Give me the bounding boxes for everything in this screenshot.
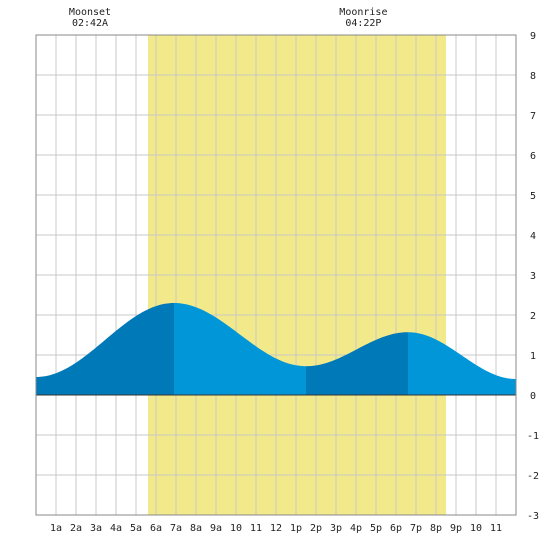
moonrise-label: Moonrise 04:22P [323,7,403,29]
x-tick-label: 9a [210,523,222,534]
x-tick-label: 10 [470,523,482,534]
x-tick-label: 3a [90,523,102,534]
plot-frame [35,34,517,516]
moonset-label: Moonset 02:42A [50,7,130,29]
y-tick-label: 7 [530,111,536,122]
moonset-time: 02:42A [71,18,109,29]
y-tick-label: -3 [527,511,539,522]
y-tick-label: 8 [530,71,536,82]
x-tick-label: 1p [290,523,302,534]
tide-area-falling [174,303,306,395]
x-tick-label: 6a [150,523,162,534]
x-tick-label: 4p [350,523,362,534]
x-tick-label: 7p [410,523,422,534]
x-tick-label: 5a [130,523,142,534]
x-tick-label: 11 [490,523,502,534]
y-tick-label: -2 [527,471,539,482]
y-tick-label: 4 [530,231,536,242]
tide-area-falling [408,332,516,395]
x-tick-label: 8p [430,523,442,534]
y-tick-label: 3 [530,271,536,282]
moonrise-time: 04:22P [345,18,382,29]
x-tick-label: 12 [270,523,282,534]
y-tick-label: -1 [527,431,539,442]
tide-area-rising [36,303,174,395]
x-tick-label: 9p [450,523,462,534]
x-tick-label: 3p [330,523,342,534]
x-tick-label: 8a [190,523,202,534]
x-tick-label: 4a [110,523,122,534]
y-tick-label: 9 [530,31,536,42]
tide-area-rising [306,332,408,395]
x-tick-label: 5p [370,523,382,534]
x-tick-label: 11 [250,523,262,534]
x-tick-label: 1a [50,523,62,534]
x-tick-label: 7a [170,523,182,534]
y-tick-label: 6 [530,151,536,162]
y-tick-label: 2 [530,311,536,322]
y-tick-label: 5 [530,191,536,202]
moonrise-title: Moonrise [339,7,388,18]
x-tick-label: 2p [310,523,322,534]
x-tick-label: 2a [70,523,82,534]
y-tick-label: 0 [530,391,536,402]
moonset-title: Moonset [68,7,112,18]
y-tick-label: 1 [530,351,536,362]
x-tick-label: 6p [390,523,402,534]
x-tick-label: 10 [230,523,242,534]
